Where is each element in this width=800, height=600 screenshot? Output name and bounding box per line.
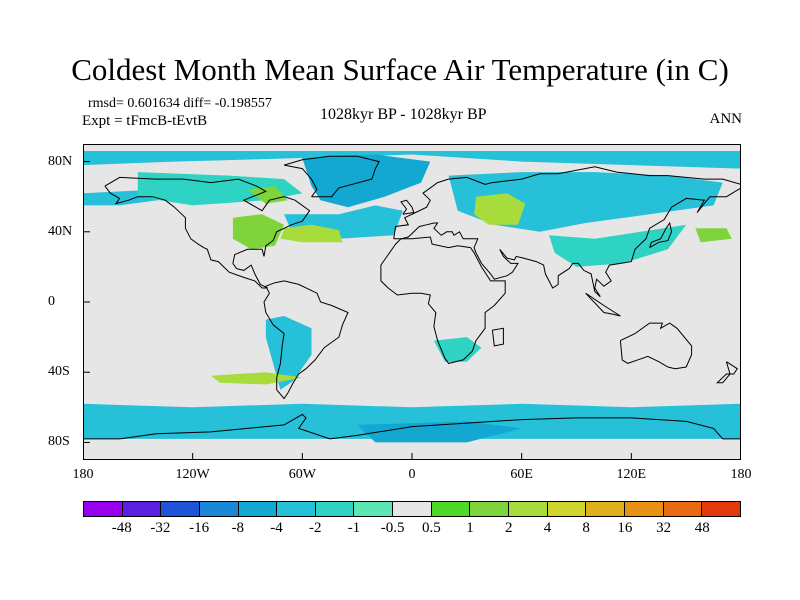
colorbar-swatch [83,501,123,517]
colorbar-label: -48 [111,520,132,536]
colorbar-swatch [431,501,471,517]
colorbar-label: -16 [189,520,210,536]
coastline-new-zealand [715,361,739,384]
colorbar-label: 48 [694,520,710,536]
anomaly-region-hudson-warming [247,186,288,204]
coastline-africa [380,236,506,364]
colorbar-swatch [663,501,703,517]
anomaly-region-arctic-cooling [83,151,741,169]
coastline-australia [619,322,693,370]
colorbar-swatch [122,501,162,517]
colorbar-swatch [586,501,625,517]
colorbar-swatch [161,501,200,517]
colorbar-label: -8 [231,520,245,536]
colorbar-label: 1 [466,520,474,536]
lat-label: 0 [48,294,55,309]
season-label: ANN [709,111,743,127]
lon-label: 60W [288,467,316,482]
lon-label: 120W [175,467,210,482]
colorbar-swatch [277,501,316,517]
coastline-madagascar [491,327,504,347]
colorbar-label: 16 [617,520,633,536]
anomaly-region-gulf-stream-warming [280,224,343,243]
anomaly-region-east-asia-cooling [549,224,687,267]
colorbar-swatch [238,501,278,517]
colorbar [83,501,741,517]
lat-label: 40N [48,223,73,239]
coastline-japan [649,221,673,249]
anomaly-region-kamchatka-warming [695,228,732,243]
colorbar-swatch [702,501,741,517]
coastline-north-america [104,176,311,289]
experiment-label: Expt = tFmcB-tEvtB [82,113,208,129]
colorbar-label: -2 [308,520,322,536]
anomaly-region-southern-ocean-cooling [83,403,741,439]
lat-label: 80N [48,153,73,169]
colorbar-label: 4 [543,520,552,536]
lon-label: 180 [72,467,94,482]
map-canvas [83,144,741,460]
coastline-layer [83,155,741,440]
colorbar-label: -32 [150,520,171,536]
coastline-antarctica [83,413,741,440]
colorbar-label: 0.5 [421,520,441,536]
anomaly-region-caspian-warming [474,193,526,225]
period-label: 1028kyr BP - 1028kyr BP [320,106,487,123]
anomaly-region-south-pacific-warming [210,372,303,385]
coastline-britain [400,199,415,215]
coastline-greenland [283,155,380,198]
anomaly-region-eastern-us-warming [232,214,285,250]
coastline-eurasia [393,166,741,298]
coastline-south-america [263,280,349,400]
anomaly-layer [83,151,741,443]
anomaly-region-africa-south-cooling [433,337,482,362]
lon-label: 60E [510,467,533,482]
figure-title: Coldest Month Mean Surface Air Temperatu… [71,52,729,87]
colorbar-label: -4 [270,520,283,536]
lon-label: 180 [730,467,752,482]
anomaly-region-antarctic-cooling [357,421,522,443]
lat-label: 40S [48,364,70,380]
map-panel [83,144,741,460]
colorbar-label: -0.5 [380,520,405,536]
colorbar-label: 8 [582,520,590,536]
coastline-indonesia [585,292,621,317]
colorbar-label: 32 [656,520,672,536]
lon-label: 120E [616,467,647,482]
colorbar-swatch [315,501,355,517]
colorbar-swatch [470,501,510,517]
colorbar-swatch [354,501,394,517]
colorbar-swatch [624,501,664,517]
colorbar-label: 2 [505,520,513,536]
colorbar-label: -1 [347,520,361,536]
lat-label: 80S [48,434,70,450]
lon-label: 0 [408,467,416,482]
stats-text: rmsd= 0.601634 diff= -0.198557 [88,96,272,111]
anomaly-region-south-america-cooling [265,316,312,390]
colorbar-swatch [547,501,587,517]
colorbar-swatch [509,501,548,517]
colorbar-swatch [199,501,239,517]
colorbar-swatch [393,501,432,517]
